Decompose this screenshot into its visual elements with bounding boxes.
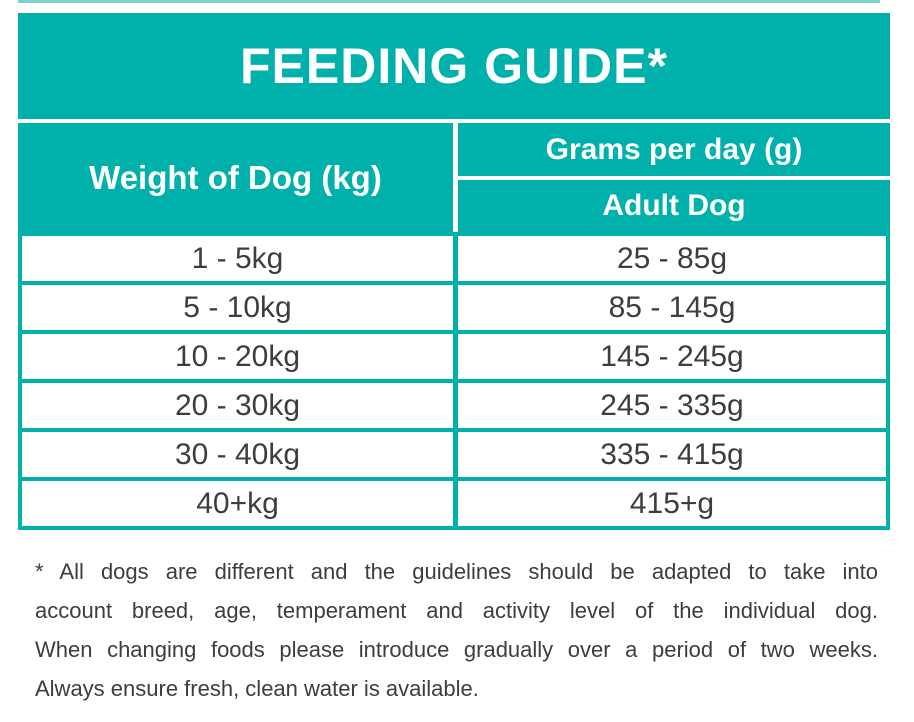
footnote-line: * All dogs are different and the guideli… — [35, 559, 878, 584]
grams-cell: 335 - 415g — [458, 432, 886, 477]
table-header: Weight of Dog (kg) Grams per day (g) Adu… — [18, 123, 890, 232]
weight-cell: 20 - 30kg — [22, 383, 453, 428]
adult-dog-header-cell: Adult Dog — [458, 180, 890, 232]
grams-per-day-header-cell: Grams per day (g) — [458, 123, 890, 176]
footnote: * All dogs are different and the guideli… — [35, 552, 878, 708]
grams-cell: 415+g — [458, 481, 886, 526]
weight-cell: 10 - 20kg — [22, 334, 453, 379]
grams-cell: 85 - 145g — [458, 285, 886, 330]
weight-cell: 40+kg — [22, 481, 453, 526]
feeding-guide-banner: FEEDING GUIDE* — [18, 13, 890, 119]
table-body: 1 - 5kg 25 - 85g 5 - 10kg 85 - 145g 10 -… — [18, 232, 890, 530]
weight-cell: 5 - 10kg — [22, 285, 453, 330]
footnote-line: account breed, age, temperament and acti… — [35, 598, 878, 623]
weight-of-dog-header-cell: Weight of Dog (kg) — [18, 123, 453, 232]
footnote-line: Always ensure fresh, clean water is avai… — [35, 676, 479, 701]
grams-cell: 245 - 335g — [458, 383, 886, 428]
weight-cell: 1 - 5kg — [22, 236, 453, 281]
weight-cell: 30 - 40kg — [22, 432, 453, 477]
page-title: FEEDING GUIDE* — [240, 38, 668, 94]
footnote-line: When changing foods please introduce gra… — [35, 637, 878, 662]
grams-cell: 145 - 245g — [458, 334, 886, 379]
top-edge-sliver — [18, 0, 880, 3]
grams-cell: 25 - 85g — [458, 236, 886, 281]
